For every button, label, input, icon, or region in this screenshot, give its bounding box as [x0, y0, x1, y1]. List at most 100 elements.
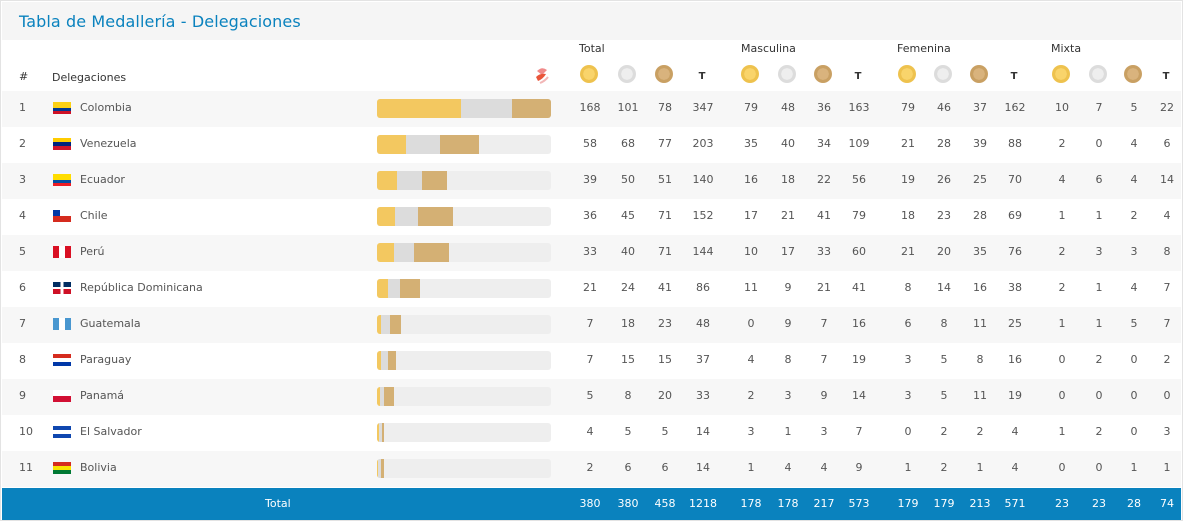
table-row[interactable]: 9 Panamá 5 8 20 33 2 3 9 14 3 5 11 19 0 0 0 0: [2, 379, 1181, 415]
bronze-medal-icon: [655, 65, 673, 83]
total-bronze-cell: 77: [658, 137, 672, 150]
delegation-name[interactable]: Bolivia: [80, 461, 117, 474]
table-row[interactable]: 1 Colombia 168 101 78 347 79 48 36 163 79 46 37 162 10…: [2, 91, 1181, 127]
men-gold-cell: 1: [747, 461, 755, 474]
men-silver-cell: 9: [784, 281, 792, 294]
mixed-bronze-cell: 0: [1130, 425, 1138, 438]
total-silver-cell: 68: [621, 137, 635, 150]
total-column-header: T: [854, 71, 862, 82]
medal-progress-bar: [377, 279, 551, 298]
mixed-bronze-cell: 4: [1130, 137, 1138, 150]
rank-cell: 11: [19, 461, 33, 474]
mixed-gold-cell: 1: [1058, 425, 1066, 438]
women-total-cell: 70: [1008, 173, 1022, 186]
women-silver-cell: 46: [937, 101, 951, 114]
mixed-bronze-cell: 4: [1130, 281, 1138, 294]
games-logo-icon: [536, 68, 549, 84]
delegations-header: Delegaciones: [52, 71, 127, 84]
gold-medal-icon: [580, 65, 598, 83]
medal-progress-bar: [377, 99, 551, 118]
men-total-cell: 41: [852, 281, 866, 294]
total-silver-cell: 45: [621, 209, 635, 222]
delegation-name[interactable]: Chile: [80, 209, 108, 222]
table-row[interactable]: 3 Ecuador 39 50 51 140 16 18 22 56 19 26 25 70 4 6 4 14: [2, 163, 1181, 199]
total-gold-cell: 36: [583, 209, 597, 222]
table-row[interactable]: 10 El Salvador 4 5 5 14 3 1 3 7 0 2 2 4 1 2 0 3: [2, 415, 1181, 451]
table-row[interactable]: 5 Perú 33 40 71 144 10 17 33 60 21 20 35 76 2 3 3 8: [2, 235, 1181, 271]
women-silver-cell: 14: [937, 281, 951, 294]
delegation-name[interactable]: Paraguay: [80, 353, 132, 366]
mixed-total-cell: 6: [1163, 137, 1171, 150]
women-gold-cell: 6: [904, 317, 912, 330]
mixed-bronze-cell: 0: [1130, 389, 1138, 402]
women-bronze-cell: 1: [976, 461, 984, 474]
bronze-segment: [417, 207, 454, 226]
total-bronze-cell: 51: [658, 173, 672, 186]
women-silver-cell: 2: [940, 461, 948, 474]
total-silver-cell: 8: [624, 389, 632, 402]
bronze-segment: [413, 243, 450, 262]
total-total-cell: 14: [696, 425, 710, 438]
mixed-gold-cell: 0: [1058, 461, 1066, 474]
women-silver-cell: 26: [937, 173, 951, 186]
totals-mixed-silver: 23: [1092, 497, 1106, 510]
men-bronze-cell: 4: [820, 461, 828, 474]
men-silver-cell: 9: [784, 317, 792, 330]
totals-women-gold: 179: [897, 497, 919, 510]
total-gold-cell: 7: [586, 353, 594, 366]
women-silver-cell: 2: [940, 425, 948, 438]
mixed-bronze-cell: 5: [1130, 101, 1138, 114]
delegation-name[interactable]: República Dominicana: [80, 281, 203, 294]
rank-cell: 8: [19, 353, 26, 366]
totals-men-silver: 178: [777, 497, 799, 510]
gold-segment: [377, 99, 462, 118]
totals-mixed-total: 74: [1160, 497, 1174, 510]
table-row[interactable]: 2 Venezuela 58 68 77 203 35 40 34 109 21 28 39 88 2 0 4 6: [2, 127, 1181, 163]
group-header-women: Femenina: [897, 42, 951, 55]
group-header-men: Masculina: [741, 42, 796, 55]
mixed-bronze-cell: 2: [1130, 209, 1138, 222]
women-silver-cell: 5: [940, 389, 948, 402]
delegation-name[interactable]: Colombia: [80, 101, 132, 114]
men-total-cell: 56: [852, 173, 866, 186]
delegation-name[interactable]: Panamá: [80, 389, 125, 402]
table-row[interactable]: 8 Paraguay 7 15 15 37 4 8 7 19 3 5 8 16 0 2 0 2: [2, 343, 1181, 379]
table-row[interactable]: 6 República Dominicana 21 24 41 86 11 9 21 41 8 14 1…: [2, 271, 1181, 307]
delegation-name[interactable]: Perú: [80, 245, 105, 258]
group-header-mixed: Mixta: [1051, 42, 1082, 55]
women-bronze-cell: 16: [973, 281, 987, 294]
delegation-name[interactable]: Guatemala: [80, 317, 141, 330]
women-gold-cell: 21: [901, 245, 915, 258]
totals-total-total: 1218: [689, 497, 717, 510]
group-header-total: Total: [579, 42, 605, 55]
men-total-cell: 7: [855, 425, 863, 438]
table-row[interactable]: 4 Chile 36 45 71 152 17 21 41 79 18 23 28 69 1 1 2 4: [2, 199, 1181, 235]
bronze-segment: [389, 315, 402, 334]
men-silver-cell: 1: [784, 425, 792, 438]
total-total-cell: 203: [692, 137, 714, 150]
table-row[interactable]: 11 Bolivia 2 6 6 14 1 4 4 9 1 2 1 4 0 0 1 1: [2, 451, 1181, 487]
men-gold-cell: 2: [747, 389, 755, 402]
men-bronze-cell: 41: [817, 209, 831, 222]
men-total-cell: 16: [852, 317, 866, 330]
mixed-total-cell: 7: [1163, 317, 1171, 330]
women-silver-cell: 28: [937, 137, 951, 150]
men-total-cell: 109: [848, 137, 870, 150]
women-bronze-cell: 35: [973, 245, 987, 258]
men-gold-cell: 11: [744, 281, 758, 294]
women-total-cell: 88: [1008, 137, 1022, 150]
flag-paraguay-icon: [53, 354, 71, 366]
delegation-name[interactable]: El Salvador: [80, 425, 142, 438]
bronze-medal-icon: [970, 65, 988, 83]
mixed-total-cell: 1: [1163, 461, 1171, 474]
table-row[interactable]: 7 Guatemala 7 18 23 48 0 9 7 16 6 8 11 25 1 1 5 7: [2, 307, 1181, 343]
delegation-name[interactable]: Venezuela: [80, 137, 137, 150]
women-total-cell: 76: [1008, 245, 1022, 258]
delegation-name[interactable]: Ecuador: [80, 173, 125, 186]
men-gold-cell: 17: [744, 209, 758, 222]
silver-segment: [393, 243, 414, 262]
rank-cell: 10: [19, 425, 33, 438]
totals-label: Total: [265, 497, 291, 510]
silver-segment: [380, 351, 389, 370]
total-gold-cell: 58: [583, 137, 597, 150]
